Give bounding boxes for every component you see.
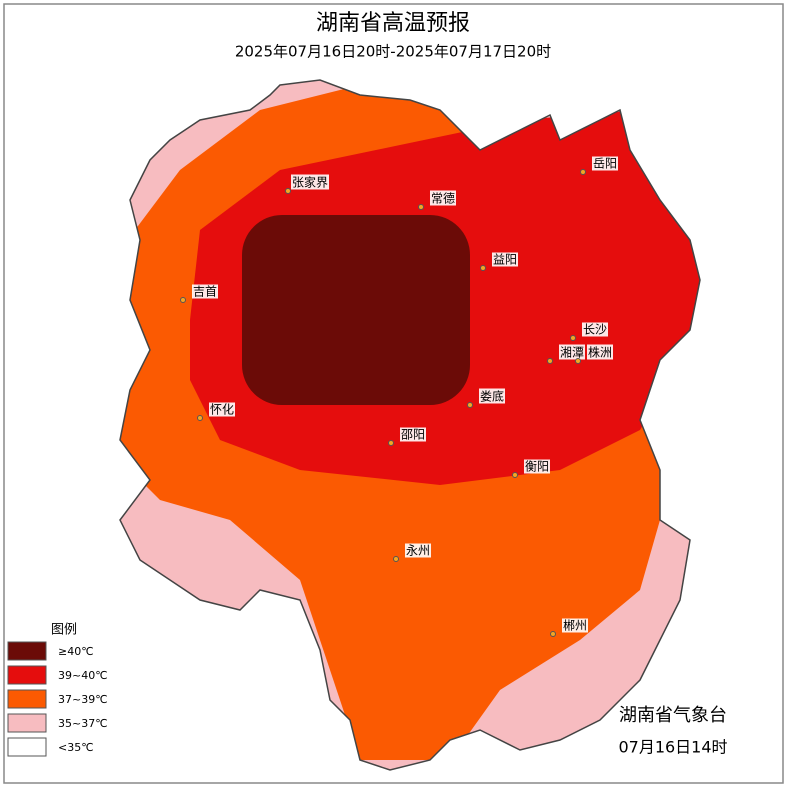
city-label: 怀化 [210,403,234,417]
city-label: 衡阳 [525,460,549,474]
city-dot [388,440,394,446]
legend-label: <35℃ [58,741,94,754]
city-label: 益阳 [493,253,517,267]
legend-label: ≥40℃ [58,645,94,658]
city-label-bg [208,402,236,417]
city-label-bg [586,344,614,360]
city-dot [467,402,473,408]
city-label: 吉首 [193,285,217,299]
city-dot [550,631,556,637]
legend-label: 39~40℃ [58,669,108,682]
city-dot [418,204,424,210]
city-label-bg [404,543,432,558]
city-label-bg [491,252,519,267]
city-label-bg [581,322,609,337]
legend-label: 35~37℃ [58,717,108,730]
legend-swatch [7,641,47,661]
legend-swatch [7,665,47,685]
zone-40 [242,215,470,405]
issue-time: 07月16日14时 [618,738,727,757]
city-dot [180,297,186,303]
city-label: 湘潭 [560,345,584,360]
city-label: 常德 [431,191,455,206]
city-dot [512,472,518,478]
city-label-bg [429,190,457,206]
city-label-bg [399,427,427,442]
city-label-bg [191,284,219,299]
legend-label: 37~39℃ [58,693,108,706]
city-dot [570,335,576,341]
subtitle: 2025年07月16日20时-2025年07月17日20时 [235,43,551,61]
city-dot [575,358,581,364]
city-label-bg [591,156,619,171]
title: 湖南省高温预报 [316,11,470,36]
city-dot [197,415,203,421]
issuer: 湖南省气象台 [619,705,727,726]
city-label: 株洲 [588,345,612,360]
legend-swatch [7,689,47,709]
city-dot [580,169,586,175]
city-dot [547,358,553,364]
city-dot [393,556,399,562]
city-label-bg [558,344,586,360]
city-label: 张家界 [292,175,328,190]
city-dot [480,265,486,271]
city-label-bg [290,174,330,190]
city-label: 娄底 [480,389,504,404]
legend-swatch [7,737,47,757]
legend-swatch [7,713,47,733]
city-label: 永州 [406,544,430,558]
city-label-bg [478,388,506,404]
city-label: 郴州 [563,619,587,633]
city-label-bg [561,618,589,633]
legend: 图例 ≥40℃ 39~40℃ 37~39℃ 35~37℃ <35℃ [7,623,108,757]
city-dot [285,188,291,194]
city-label: 邵阳 [401,428,425,442]
city-label: 岳阳 [593,157,617,171]
city-label: 长沙 [583,323,607,337]
city-label-bg [523,459,551,474]
legend-title: 图例 [51,623,77,638]
